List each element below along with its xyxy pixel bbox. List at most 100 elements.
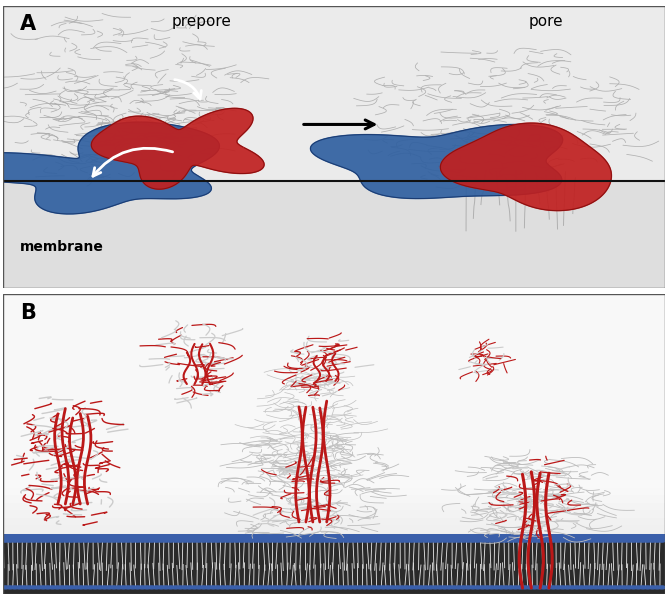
- Circle shape: [267, 539, 273, 542]
- Circle shape: [257, 586, 264, 589]
- Circle shape: [333, 539, 339, 542]
- Circle shape: [224, 539, 230, 542]
- Circle shape: [295, 539, 301, 542]
- Bar: [3, 6, 665, 181]
- Circle shape: [238, 539, 244, 542]
- Circle shape: [21, 586, 27, 589]
- Circle shape: [474, 586, 481, 589]
- Circle shape: [144, 586, 150, 589]
- Circle shape: [578, 539, 585, 542]
- Circle shape: [87, 539, 94, 542]
- Circle shape: [351, 586, 358, 589]
- Circle shape: [442, 586, 448, 589]
- Circle shape: [446, 586, 453, 589]
- Circle shape: [158, 539, 164, 542]
- Circle shape: [574, 586, 580, 589]
- Circle shape: [616, 539, 623, 542]
- Circle shape: [73, 586, 79, 589]
- Circle shape: [361, 586, 367, 589]
- Circle shape: [186, 539, 193, 542]
- Circle shape: [493, 539, 500, 542]
- Circle shape: [228, 539, 235, 542]
- Circle shape: [631, 586, 637, 589]
- Circle shape: [399, 539, 405, 542]
- Circle shape: [30, 539, 37, 542]
- Circle shape: [488, 586, 495, 589]
- Circle shape: [106, 539, 112, 542]
- Bar: [3, 487, 665, 495]
- Circle shape: [257, 539, 264, 542]
- Bar: [3, 181, 665, 288]
- Circle shape: [389, 539, 396, 542]
- Circle shape: [531, 539, 538, 542]
- Circle shape: [148, 539, 155, 542]
- Circle shape: [366, 539, 372, 542]
- Circle shape: [191, 586, 198, 589]
- Circle shape: [366, 586, 372, 589]
- Circle shape: [49, 586, 56, 589]
- Circle shape: [635, 586, 641, 589]
- Circle shape: [640, 586, 647, 589]
- Circle shape: [574, 539, 580, 542]
- Circle shape: [569, 586, 575, 589]
- Circle shape: [153, 586, 160, 589]
- Circle shape: [290, 539, 297, 542]
- Circle shape: [323, 539, 330, 542]
- Circle shape: [271, 539, 278, 542]
- Circle shape: [77, 539, 84, 542]
- Circle shape: [172, 586, 178, 589]
- Circle shape: [351, 539, 358, 542]
- Circle shape: [25, 539, 32, 542]
- Circle shape: [300, 586, 306, 589]
- Circle shape: [559, 539, 566, 542]
- Circle shape: [111, 586, 118, 589]
- Circle shape: [380, 586, 387, 589]
- Circle shape: [191, 539, 198, 542]
- Circle shape: [35, 539, 41, 542]
- Circle shape: [177, 586, 184, 589]
- Circle shape: [290, 586, 297, 589]
- Circle shape: [550, 586, 556, 589]
- Circle shape: [422, 586, 429, 589]
- Circle shape: [162, 539, 169, 542]
- Circle shape: [389, 586, 396, 589]
- Circle shape: [540, 586, 547, 589]
- Circle shape: [45, 586, 51, 589]
- Circle shape: [635, 539, 641, 542]
- Circle shape: [526, 539, 533, 542]
- Circle shape: [488, 539, 495, 542]
- Circle shape: [371, 586, 377, 589]
- Circle shape: [536, 539, 542, 542]
- Circle shape: [68, 586, 75, 589]
- Circle shape: [219, 586, 226, 589]
- Circle shape: [512, 539, 519, 542]
- Circle shape: [583, 539, 590, 542]
- Circle shape: [125, 586, 132, 589]
- Circle shape: [139, 539, 146, 542]
- Circle shape: [611, 539, 618, 542]
- Circle shape: [130, 539, 136, 542]
- Circle shape: [200, 586, 207, 589]
- Circle shape: [49, 539, 56, 542]
- Circle shape: [92, 586, 98, 589]
- Circle shape: [607, 586, 613, 589]
- Circle shape: [413, 586, 420, 589]
- Circle shape: [531, 586, 538, 589]
- Circle shape: [281, 586, 287, 589]
- Circle shape: [578, 586, 585, 589]
- Circle shape: [59, 586, 65, 589]
- Circle shape: [460, 539, 467, 542]
- Circle shape: [314, 586, 321, 589]
- Circle shape: [102, 586, 108, 589]
- Circle shape: [333, 586, 339, 589]
- Circle shape: [148, 586, 155, 589]
- Bar: [3, 534, 665, 541]
- Circle shape: [399, 586, 405, 589]
- Circle shape: [347, 586, 353, 589]
- Circle shape: [30, 586, 37, 589]
- Circle shape: [554, 539, 561, 542]
- Circle shape: [92, 539, 98, 542]
- Circle shape: [214, 586, 221, 589]
- Circle shape: [498, 539, 504, 542]
- Circle shape: [262, 539, 269, 542]
